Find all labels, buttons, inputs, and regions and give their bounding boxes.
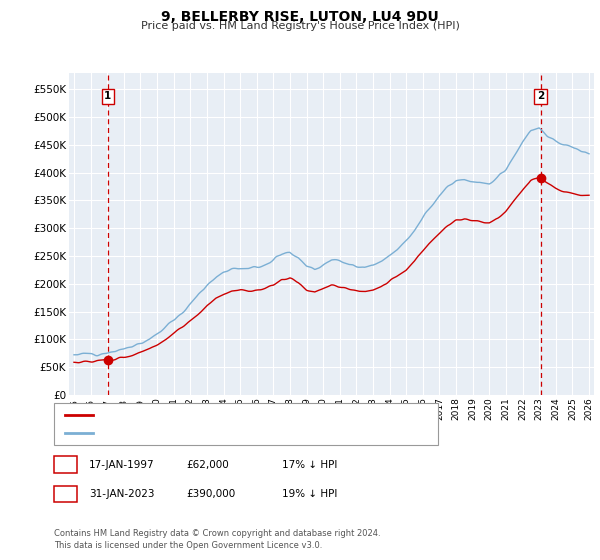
Text: 17-JAN-1997: 17-JAN-1997 xyxy=(89,460,154,470)
Text: 17% ↓ HPI: 17% ↓ HPI xyxy=(282,460,337,470)
Text: 1: 1 xyxy=(104,91,112,101)
Text: 9, BELLERBY RISE, LUTON, LU4 9DU (detached house): 9, BELLERBY RISE, LUTON, LU4 9DU (detach… xyxy=(100,410,364,420)
Text: 2: 2 xyxy=(537,91,544,101)
Text: Contains HM Land Registry data © Crown copyright and database right 2024.
This d: Contains HM Land Registry data © Crown c… xyxy=(54,529,380,550)
Text: 31-JAN-2023: 31-JAN-2023 xyxy=(89,489,154,499)
Text: 2: 2 xyxy=(62,489,69,499)
Text: 19% ↓ HPI: 19% ↓ HPI xyxy=(282,489,337,499)
Text: 9, BELLERBY RISE, LUTON, LU4 9DU: 9, BELLERBY RISE, LUTON, LU4 9DU xyxy=(161,10,439,24)
Text: 1: 1 xyxy=(62,460,69,470)
Text: £62,000: £62,000 xyxy=(186,460,229,470)
Text: Price paid vs. HM Land Registry's House Price Index (HPI): Price paid vs. HM Land Registry's House … xyxy=(140,21,460,31)
Text: HPI: Average price, detached house, Luton: HPI: Average price, detached house, Luto… xyxy=(100,428,309,438)
Text: £390,000: £390,000 xyxy=(186,489,235,499)
